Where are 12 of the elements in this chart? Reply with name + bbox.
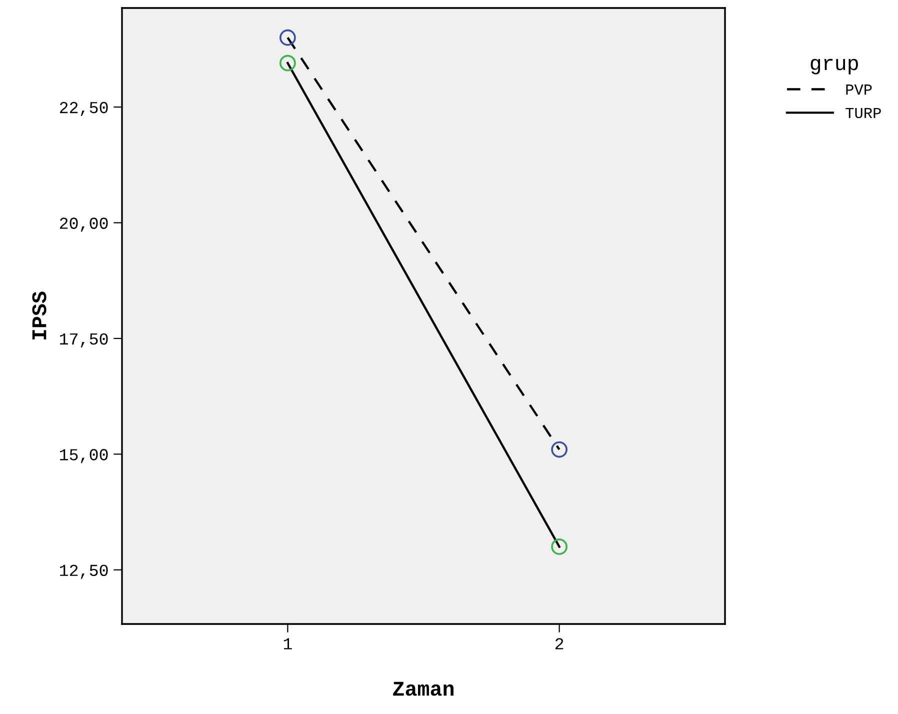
y-axis-title: IPSS xyxy=(32,292,46,340)
legend-label: TURP xyxy=(846,108,881,118)
legend-label: PVP xyxy=(846,84,872,95)
x-tick-label: 2 xyxy=(555,638,564,650)
y-tick-label: 12,50 xyxy=(60,564,108,579)
y-tick-label: 20,00 xyxy=(60,218,108,232)
y-tick-label: 15,00 xyxy=(60,449,108,464)
x-tick-label: 1 xyxy=(284,638,292,650)
y-tick-label: 17,50 xyxy=(60,333,108,348)
x-axis-title: Zaman xyxy=(393,682,454,696)
legend-title: grup xyxy=(810,58,858,74)
y-tick-label: 22,50 xyxy=(60,102,108,116)
